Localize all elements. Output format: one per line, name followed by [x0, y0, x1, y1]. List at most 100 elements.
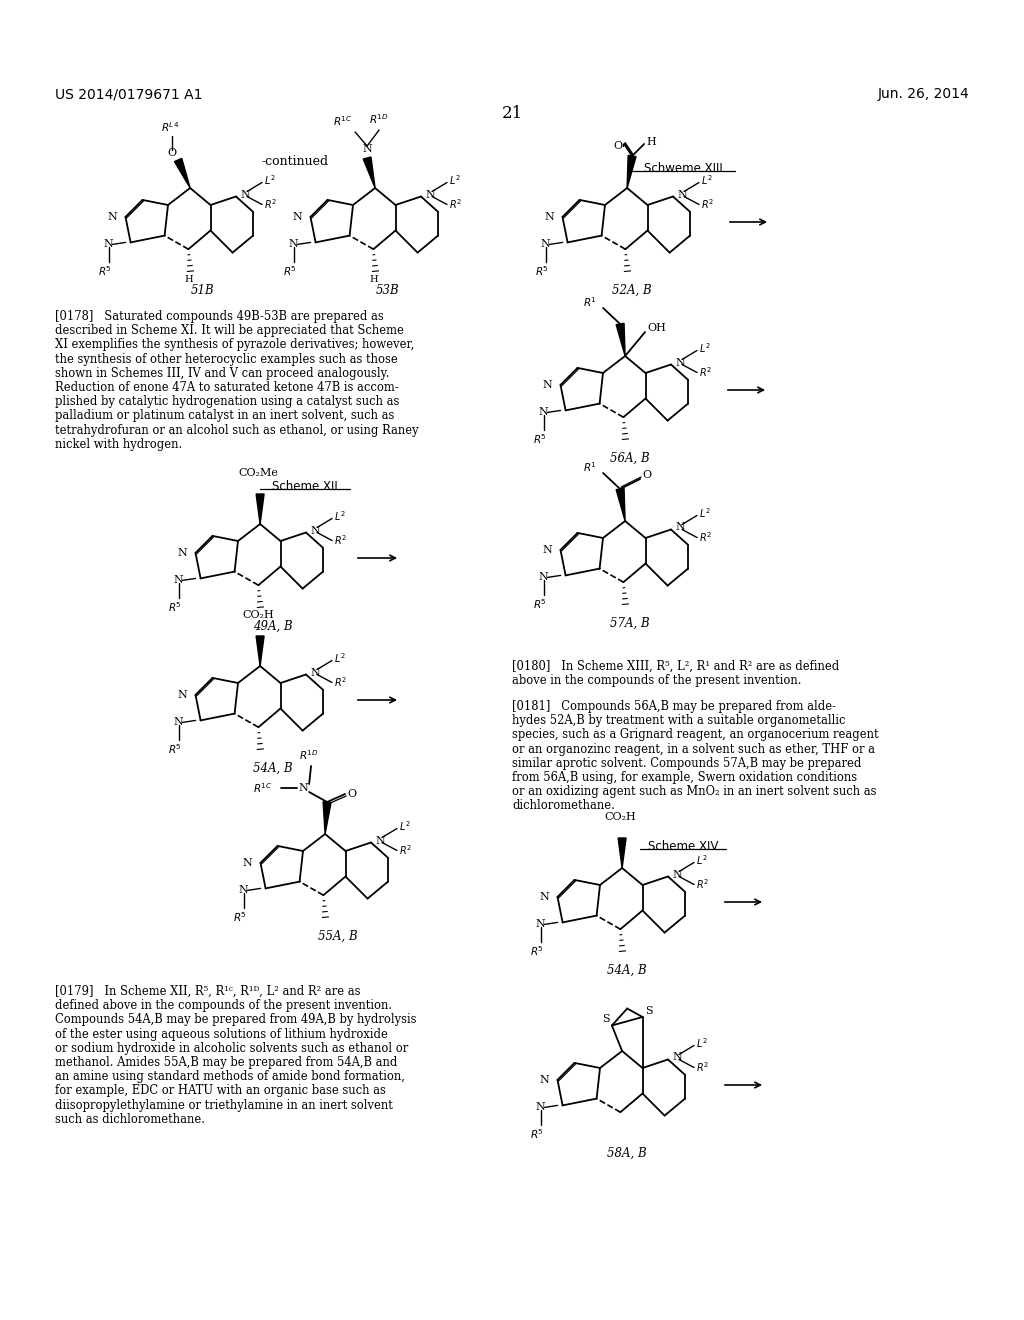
Text: N: N — [362, 144, 372, 154]
Text: N: N — [675, 523, 685, 532]
Text: $R^2$: $R^2$ — [699, 366, 712, 379]
Polygon shape — [364, 157, 375, 187]
Text: $R^2$: $R^2$ — [399, 843, 412, 858]
Text: or an organozinc reagent, in a solvent such as ether, THF or a: or an organozinc reagent, in a solvent s… — [512, 743, 874, 755]
Text: $R^2$: $R^2$ — [701, 198, 714, 211]
Text: $L^2$: $L^2$ — [449, 174, 461, 187]
Text: nickel with hydrogen.: nickel with hydrogen. — [55, 438, 182, 451]
Text: N: N — [293, 213, 302, 222]
Text: $L^2$: $L^2$ — [334, 652, 346, 665]
Text: N: N — [543, 545, 552, 554]
Text: $R^5$: $R^5$ — [283, 264, 297, 279]
Text: N: N — [177, 690, 187, 700]
Text: N: N — [539, 408, 549, 417]
Text: [0181]   Compounds 56A,B may be prepared from alde-: [0181] Compounds 56A,B may be prepared f… — [512, 700, 836, 713]
Text: $R^1$: $R^1$ — [583, 461, 597, 474]
Text: $L^2$: $L^2$ — [264, 174, 275, 187]
Text: 52A, B: 52A, B — [612, 284, 652, 297]
Text: N: N — [675, 358, 685, 367]
Text: S: S — [602, 1015, 609, 1024]
Text: Scheme XII: Scheme XII — [272, 480, 338, 492]
Text: Scheme XIV: Scheme XIV — [648, 840, 718, 853]
Text: N: N — [536, 1102, 546, 1113]
Text: N: N — [310, 668, 319, 677]
Text: CO₂H: CO₂H — [243, 610, 274, 620]
Text: $R^2$: $R^2$ — [696, 1060, 709, 1074]
Text: methanol. Amides 55A,B may be prepared from 54A,B and: methanol. Amides 55A,B may be prepared f… — [55, 1056, 397, 1069]
Text: N: N — [543, 380, 552, 389]
Text: 53B: 53B — [376, 284, 399, 297]
Text: Compounds 54A,B may be prepared from 49A,B by hydrolysis: Compounds 54A,B may be prepared from 49A… — [55, 1014, 417, 1027]
Text: N: N — [545, 213, 554, 222]
Text: 54A, B: 54A, B — [253, 762, 293, 775]
Text: OH: OH — [647, 323, 666, 333]
Text: N: N — [108, 213, 118, 222]
Text: similar aprotic solvent. Compounds 57A,B may be prepared: similar aprotic solvent. Compounds 57A,B… — [512, 756, 861, 770]
Text: N: N — [310, 525, 319, 536]
Text: N: N — [289, 239, 298, 249]
Text: $R^5$: $R^5$ — [532, 598, 547, 611]
Text: from 56A,B using, for example, Swern oxidation conditions: from 56A,B using, for example, Swern oxi… — [512, 771, 857, 784]
Text: N: N — [539, 573, 549, 582]
Text: $R^5$: $R^5$ — [168, 742, 181, 756]
Text: $L^2$: $L^2$ — [334, 510, 346, 524]
Text: defined above in the compounds of the present invention.: defined above in the compounds of the pr… — [55, 999, 392, 1012]
Polygon shape — [616, 488, 625, 521]
Text: $R^5$: $R^5$ — [532, 433, 547, 446]
Text: $R^{1C}$: $R^{1C}$ — [334, 115, 353, 128]
Text: $R^2$: $R^2$ — [264, 198, 278, 211]
Text: above in the compounds of the present invention.: above in the compounds of the present in… — [512, 675, 802, 688]
Text: N: N — [103, 239, 114, 249]
Text: H: H — [369, 275, 378, 284]
Text: 56A, B: 56A, B — [610, 451, 650, 465]
Text: N: N — [174, 717, 183, 727]
Text: $R^2$: $R^2$ — [449, 198, 462, 211]
Text: 55A, B: 55A, B — [318, 931, 357, 942]
Text: $R^5$: $R^5$ — [232, 911, 247, 924]
Text: N: N — [677, 190, 687, 199]
Polygon shape — [324, 801, 331, 834]
Text: O: O — [613, 141, 623, 150]
Text: $R^5$: $R^5$ — [529, 1127, 544, 1142]
Text: such as dichloromethane.: such as dichloromethane. — [55, 1113, 205, 1126]
Text: Reduction of enone 47A to saturated ketone 47B is accom-: Reduction of enone 47A to saturated keto… — [55, 381, 398, 393]
Text: $R^{1C}$: $R^{1C}$ — [254, 781, 273, 795]
Polygon shape — [618, 838, 626, 869]
Text: hydes 52A,B by treatment with a suitable organometallic: hydes 52A,B by treatment with a suitable… — [512, 714, 846, 727]
Text: diisopropylethylamine or triethylamine in an inert solvent: diisopropylethylamine or triethylamine i… — [55, 1098, 393, 1111]
Text: $L^2$: $L^2$ — [696, 1036, 708, 1051]
Text: $L^2$: $L^2$ — [699, 342, 711, 355]
Text: or an oxidizing agent such as MnO₂ in an inert solvent such as: or an oxidizing agent such as MnO₂ in an… — [512, 785, 877, 799]
Text: or sodium hydroxide in alcoholic solvents such as ethanol or: or sodium hydroxide in alcoholic solvent… — [55, 1041, 409, 1055]
Text: N: N — [375, 836, 385, 846]
Text: N: N — [177, 548, 187, 558]
Text: palladium or platinum catalyst in an inert solvent, such as: palladium or platinum catalyst in an ine… — [55, 409, 394, 422]
Polygon shape — [616, 323, 625, 356]
Text: $R^{L4}$: $R^{L4}$ — [161, 120, 179, 135]
Text: 58A, B: 58A, B — [607, 1147, 647, 1160]
Text: O: O — [347, 789, 356, 799]
Text: for example, EDC or HATU with an organic base such as: for example, EDC or HATU with an organic… — [55, 1085, 386, 1097]
Text: shown in Schemes III, IV and V can proceed analogously.: shown in Schemes III, IV and V can proce… — [55, 367, 389, 380]
Text: N: N — [425, 190, 435, 199]
Text: $R^1$: $R^1$ — [583, 296, 597, 309]
Text: H: H — [184, 275, 193, 284]
Text: N: N — [298, 783, 308, 793]
Text: N: N — [243, 858, 252, 869]
Text: [0178]   Saturated compounds 49B-53B are prepared as: [0178] Saturated compounds 49B-53B are p… — [55, 310, 384, 323]
Text: 51B: 51B — [191, 284, 215, 297]
Text: $R^5$: $R^5$ — [529, 944, 544, 958]
Text: 21: 21 — [502, 106, 522, 121]
Text: $R^5$: $R^5$ — [535, 264, 549, 279]
Text: CO₂H: CO₂H — [604, 812, 636, 822]
Text: of the ester using aqueous solutions of lithium hydroxide: of the ester using aqueous solutions of … — [55, 1027, 388, 1040]
Text: [0179]   In Scheme XII, R⁵, R¹ᶜ, R¹ᴰ, L² and R² are as: [0179] In Scheme XII, R⁵, R¹ᶜ, R¹ᴰ, L² a… — [55, 985, 360, 998]
Text: XI exemplifies the synthesis of pyrazole derivatives; however,: XI exemplifies the synthesis of pyrazole… — [55, 338, 415, 351]
Text: O: O — [642, 470, 651, 480]
Text: US 2014/0179671 A1: US 2014/0179671 A1 — [55, 87, 203, 102]
Text: N: N — [239, 886, 249, 895]
Text: Schweme XIII: Schweme XIII — [644, 162, 722, 176]
Text: N: N — [541, 239, 551, 249]
Text: $R^2$: $R^2$ — [334, 533, 347, 548]
Text: N: N — [240, 190, 250, 199]
